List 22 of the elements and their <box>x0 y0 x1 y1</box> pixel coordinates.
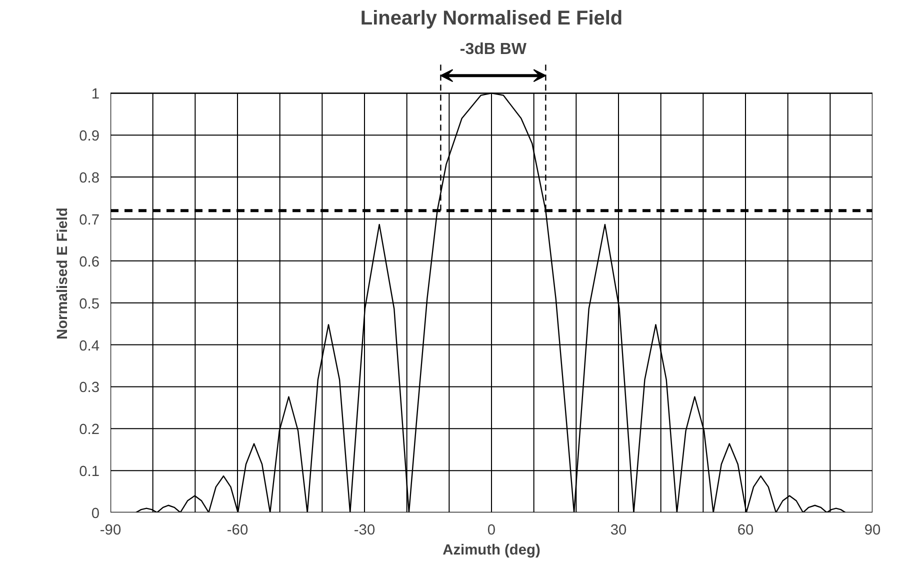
y-axis-title: Normalised E Field <box>55 208 72 340</box>
text: -3dB BW <box>460 40 528 58</box>
chart-title: Linearly Normalised E Field <box>360 8 623 30</box>
y-tick-label: 0.2 <box>79 422 100 438</box>
y-tick-label: 0.6 <box>79 254 100 270</box>
x-axis-title: Azimuth (deg) <box>442 542 540 558</box>
x-tick-label: 0 <box>487 522 496 538</box>
y-tick-label: 0.7 <box>79 212 100 228</box>
x-tick-label: 30 <box>610 522 627 538</box>
y-tick-label: 0.5 <box>79 296 100 312</box>
y-tick-label: 0.8 <box>79 170 100 187</box>
y-tick-label: 0.1 <box>79 464 100 480</box>
x-tick-label: 90 <box>864 522 881 538</box>
y-tick-label: 0.3 <box>79 380 100 396</box>
x-tick-label: -30 <box>354 522 376 538</box>
y-tick-label: 0.4 <box>79 338 100 354</box>
y-tick-label: 0.9 <box>79 128 100 145</box>
x-tick-label: 60 <box>737 522 754 538</box>
y-tick-label: 0 <box>91 506 100 522</box>
x-tick-label: -90 <box>100 522 122 538</box>
y-tick-label: 1 <box>91 86 100 103</box>
x-tick-label: -60 <box>226 522 248 538</box>
